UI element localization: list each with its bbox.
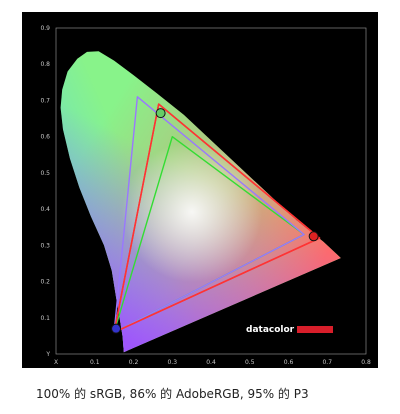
x-tick-label: 0.3: [167, 359, 177, 366]
x-tick-label: 0.2: [129, 359, 139, 366]
x-tick-label: 0.7: [322, 359, 332, 366]
x-tick-label: X: [54, 359, 58, 366]
chart-figure: X 0.1 0.2 0.3 0.4 0.5 0.6 0.7 0.8 Y 0.1 0.2 0.3 0.4 0…: [22, 12, 378, 368]
y-tick-label: 0.4: [40, 206, 50, 213]
brand-bar: [297, 326, 333, 333]
cie-chart: X 0.1 0.2 0.3 0.4 0.5 0.6 0.7 0.8 Y 0.1 0.2 0.3 0.4 0…: [40, 25, 371, 366]
y-tick-label: 0.3: [40, 242, 50, 249]
y-tick-label: Y: [45, 351, 50, 358]
y-tick-label: 0.5: [40, 170, 50, 177]
primary-marker-1: [308, 231, 319, 242]
brand-label: datacolor: [246, 325, 295, 335]
gamut-triangle-2: [113, 96, 305, 333]
y-tick-label: 0.7: [40, 97, 50, 104]
x-tick-label: 0.5: [245, 359, 255, 366]
x-tick-label: 0.8: [361, 359, 371, 366]
y-tick-label: 0.8: [40, 61, 50, 68]
y-tick-label: 0.2: [40, 279, 50, 286]
x-axis-ticks: X 0.1 0.2 0.3 0.4 0.5 0.6 0.7 0.8: [54, 359, 371, 366]
gamut-triangles: [113, 96, 321, 334]
gamut-triangle-3: [113, 103, 321, 334]
x-tick-label: 0.4: [206, 359, 216, 366]
y-tick-label: 0.1: [40, 315, 50, 322]
primary-marker-0: [155, 108, 166, 119]
y-tick-label: 0.6: [40, 134, 50, 141]
primary-marker-2: [111, 323, 122, 334]
x-tick-label: 0.1: [90, 359, 100, 366]
figure-caption: 100% 的 sRGB, 86% 的 AdobeRGB, 95% 的 P3: [36, 387, 309, 401]
y-tick-label: 0.9: [40, 25, 50, 32]
primary-markers: [111, 108, 319, 334]
x-tick-label: 0.6: [284, 359, 294, 366]
y-axis-ticks: Y 0.1 0.2 0.3 0.4 0.5 0.6 0.7 0.8 0.9: [40, 25, 50, 358]
